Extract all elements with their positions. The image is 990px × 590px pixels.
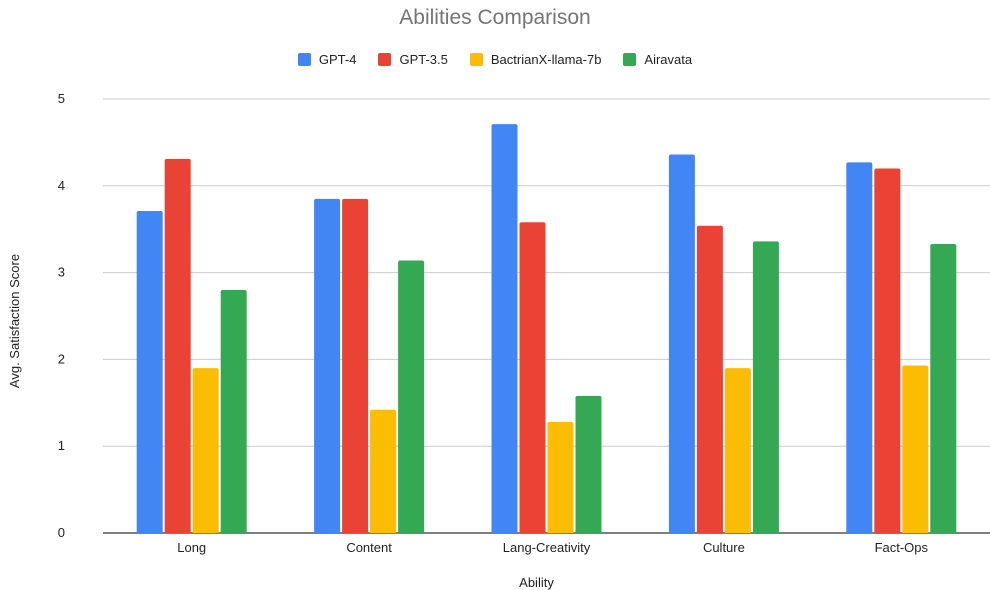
bar bbox=[668, 154, 695, 533]
bar bbox=[575, 395, 602, 533]
bar bbox=[547, 421, 574, 533]
x-tick-label: Fact-Ops bbox=[875, 540, 929, 555]
bar bbox=[902, 365, 929, 533]
legend-label-gpt-3-5: GPT-3.5 bbox=[399, 52, 448, 67]
bar bbox=[874, 168, 901, 533]
bar bbox=[846, 162, 873, 533]
legend-item-gpt-4: GPT-4 bbox=[297, 52, 357, 67]
bar bbox=[752, 241, 779, 534]
bar bbox=[164, 158, 191, 533]
x-axis-title: Ability bbox=[519, 575, 554, 590]
legend-item-gpt-3-5: GPT-3.5 bbox=[378, 52, 448, 67]
x-tick-label: Content bbox=[346, 540, 392, 555]
bar bbox=[370, 409, 397, 533]
bar bbox=[491, 124, 518, 533]
y-tick-label: 5 bbox=[58, 91, 65, 106]
legend-item-airavata: Airavata bbox=[623, 52, 692, 67]
legend-swatch-gpt-4 bbox=[297, 53, 311, 66]
bar bbox=[314, 198, 341, 533]
bar bbox=[930, 243, 957, 533]
legend: GPT-4 GPT-3.5 BactrianX-llama-7b Airavat… bbox=[0, 52, 990, 67]
bar bbox=[724, 368, 751, 533]
y-tick-label: 1 bbox=[58, 438, 65, 453]
bar bbox=[398, 260, 425, 533]
legend-swatch-gpt-3-5 bbox=[378, 53, 392, 66]
x-tick-label: Long bbox=[177, 540, 206, 555]
y-tick-label: 0 bbox=[58, 525, 65, 540]
y-tick-label: 3 bbox=[58, 265, 65, 280]
y-tick-label: 4 bbox=[58, 178, 65, 193]
legend-item-bactrianx-llama-7b: BactrianX-llama-7b bbox=[469, 52, 602, 67]
bar bbox=[220, 289, 247, 533]
legend-swatch-bactrianx-llama-7b bbox=[469, 53, 483, 66]
bar bbox=[519, 222, 546, 534]
y-axis-title: Avg. Satisfaction Score bbox=[7, 254, 22, 388]
bar bbox=[192, 368, 219, 533]
chart-title: Abilities Comparison bbox=[399, 6, 591, 29]
bar bbox=[696, 225, 723, 533]
legend-label-airavata: Airavata bbox=[644, 52, 693, 67]
bar bbox=[342, 198, 369, 533]
legend-label-bactrianx-llama-7b: BactrianX-llama-7b bbox=[490, 52, 602, 67]
bar bbox=[136, 210, 163, 534]
x-tick-label: Lang-Creativity bbox=[503, 540, 591, 555]
legend-label-gpt-4: GPT-4 bbox=[318, 52, 357, 67]
y-tick-label: 2 bbox=[58, 351, 65, 366]
x-tick-label: Culture bbox=[703, 540, 745, 555]
legend-swatch-airavata bbox=[623, 53, 637, 66]
